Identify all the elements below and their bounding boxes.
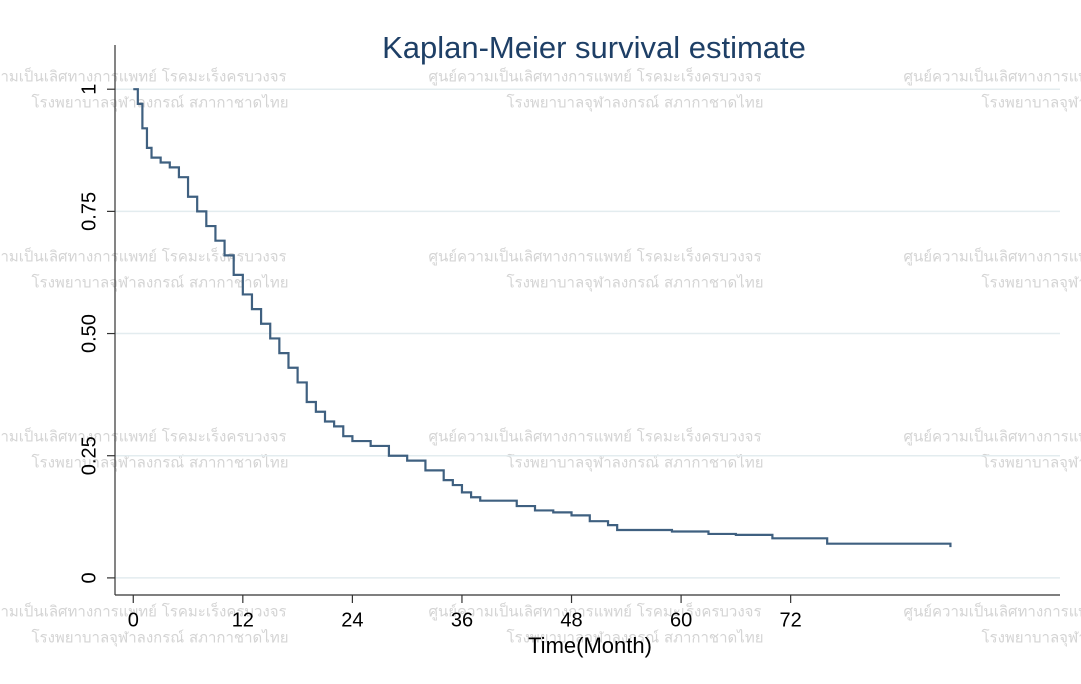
watermark: ศูนย์ความเป็นเลิศทางการแพทย์ โรคมะเร็งคร… (903, 247, 1081, 266)
watermark: โรงพยาบาลจุฬาลงกรณ์ สภากาชาดไทย (981, 94, 1081, 113)
watermark: ศูนย์ความเป็นเลิศทางการแพทย์ โรคมะเร็งคร… (428, 247, 761, 266)
watermark: โรงพยาบาลจุฬาลงกรณ์ สภากาชาดไทย (31, 274, 288, 293)
x-tick-label: 12 (232, 609, 254, 631)
watermark: ศูนย์ความเป็นเลิศทางการแพทย์ โรคมะเร็งคร… (0, 247, 287, 266)
watermarks: ศูนย์ความเป็นเลิศทางการแพทย์ โรคมะเร็งคร… (0, 67, 1081, 648)
y-tick-label: 0 (78, 572, 100, 583)
x-tick-label: 36 (451, 609, 473, 631)
watermark: โรงพยาบาลจุฬาลงกรณ์ สภากาชาดไทย (506, 274, 763, 293)
watermark: โรงพยาบาลจุฬาลงกรณ์ สภากาชาดไทย (981, 454, 1081, 473)
x-tick-label: 24 (341, 609, 363, 631)
watermark: ศูนย์ความเป็นเลิศทางการแพทย์ โรคมะเร็งคร… (903, 427, 1081, 446)
watermark: โรงพยาบาลจุฬาลงกรณ์ สภากาชาดไทย (31, 94, 288, 113)
watermark: โรงพยาบาลจุฬาลงกรณ์ สภากาชาดไทย (981, 629, 1081, 648)
y-tick-label: 0.25 (78, 436, 100, 475)
x-tick-label: 60 (670, 609, 692, 631)
x-tick-label: 72 (780, 609, 802, 631)
watermark: โรงพยาบาลจุฬาลงกรณ์ สภากาชาดไทย (31, 454, 288, 473)
watermark: ศูนย์ความเป็นเลิศทางการแพทย์ โรคมะเร็งคร… (428, 427, 761, 446)
y-tick-label: 0.50 (78, 314, 100, 353)
watermark: โรงพยาบาลจุฬาลงกรณ์ สภากาชาดไทย (506, 629, 763, 648)
watermark: โรงพยาบาลจุฬาลงกรณ์ สภากาชาดไทย (31, 629, 288, 648)
watermark: ศูนย์ความเป็นเลิศทางการแพทย์ โรคมะเร็งคร… (428, 67, 761, 86)
survival-line (133, 88, 952, 548)
watermark: ศูนย์ความเป็นเลิศทางการแพทย์ โรคมะเร็งคร… (903, 602, 1081, 621)
x-tick-label: 48 (560, 609, 582, 631)
chart-title: Kaplan-Meier survival estimate (382, 30, 806, 65)
watermark: โรงพยาบาลจุฬาลงกรณ์ สภากาชาดไทย (506, 94, 763, 113)
x-tick-label: 0 (128, 609, 139, 631)
watermark: โรงพยาบาลจุฬาลงกรณ์ สภากาชาดไทย (981, 274, 1081, 293)
y-tick-label: 0.75 (78, 192, 100, 231)
watermark: ศูนย์ความเป็นเลิศทางการแพทย์ โรคมะเร็งคร… (428, 602, 761, 621)
watermark: ศูนย์ความเป็นเลิศทางการแพทย์ โรคมะเร็งคร… (0, 67, 287, 86)
watermark: ศูนย์ความเป็นเลิศทางการแพทย์ โรคมะเร็งคร… (903, 67, 1081, 86)
x-axis-label: Time(Month) (528, 633, 652, 658)
watermark: ศูนย์ความเป็นเลิศทางการแพทย์ โรคมะเร็งคร… (0, 427, 287, 446)
watermark: โรงพยาบาลจุฬาลงกรณ์ สภากาชาดไทย (506, 454, 763, 473)
y-tick-label: 1 (78, 84, 100, 95)
watermark: ศูนย์ความเป็นเลิศทางการแพทย์ โรคมะเร็งคร… (0, 602, 287, 621)
